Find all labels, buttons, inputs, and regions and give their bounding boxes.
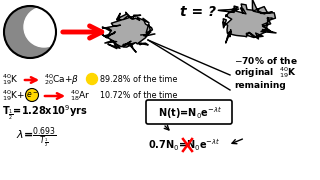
Text: $^{40}_{18}$Ar: $^{40}_{18}$Ar [70,89,90,104]
Text: t = ?: t = ? [180,5,216,19]
Text: $^{40}_{19}$K+: $^{40}_{19}$K+ [2,89,25,104]
Text: original  $^{40}_{19}$K: original $^{40}_{19}$K [234,66,297,80]
Text: T$_{\frac{1}{2}}$=1.28x10$^9$yrs: T$_{\frac{1}{2}}$=1.28x10$^9$yrs [2,104,88,122]
FancyBboxPatch shape [146,100,232,124]
Text: 89.28% of the time: 89.28% of the time [100,75,177,84]
Polygon shape [102,12,155,52]
Text: $\lambda$=$\frac{0.693}{T_{\frac{1}{2}}}$: $\lambda$=$\frac{0.693}{T_{\frac{1}{2}}}… [16,126,57,150]
Circle shape [24,7,64,47]
Text: $e^-$: $e^-$ [26,90,38,100]
Circle shape [26,89,38,102]
Text: $^{40}_{20}$Ca+$\beta$: $^{40}_{20}$Ca+$\beta$ [44,73,79,87]
Text: $-$70% of the: $-$70% of the [234,55,298,66]
Circle shape [4,6,56,58]
Text: remaining: remaining [234,82,286,91]
Text: $^{40}_{19}$K: $^{40}_{19}$K [2,73,19,87]
Circle shape [86,73,98,84]
Text: N(t)=N$_0$e$^{-\lambda t}$: N(t)=N$_0$e$^{-\lambda t}$ [158,105,222,121]
Text: 10.72% of the time: 10.72% of the time [100,91,177,100]
Text: 0.7N$_0$=N$_0$e$^{-\lambda t}$: 0.7N$_0$=N$_0$e$^{-\lambda t}$ [148,137,220,153]
Polygon shape [218,0,276,43]
